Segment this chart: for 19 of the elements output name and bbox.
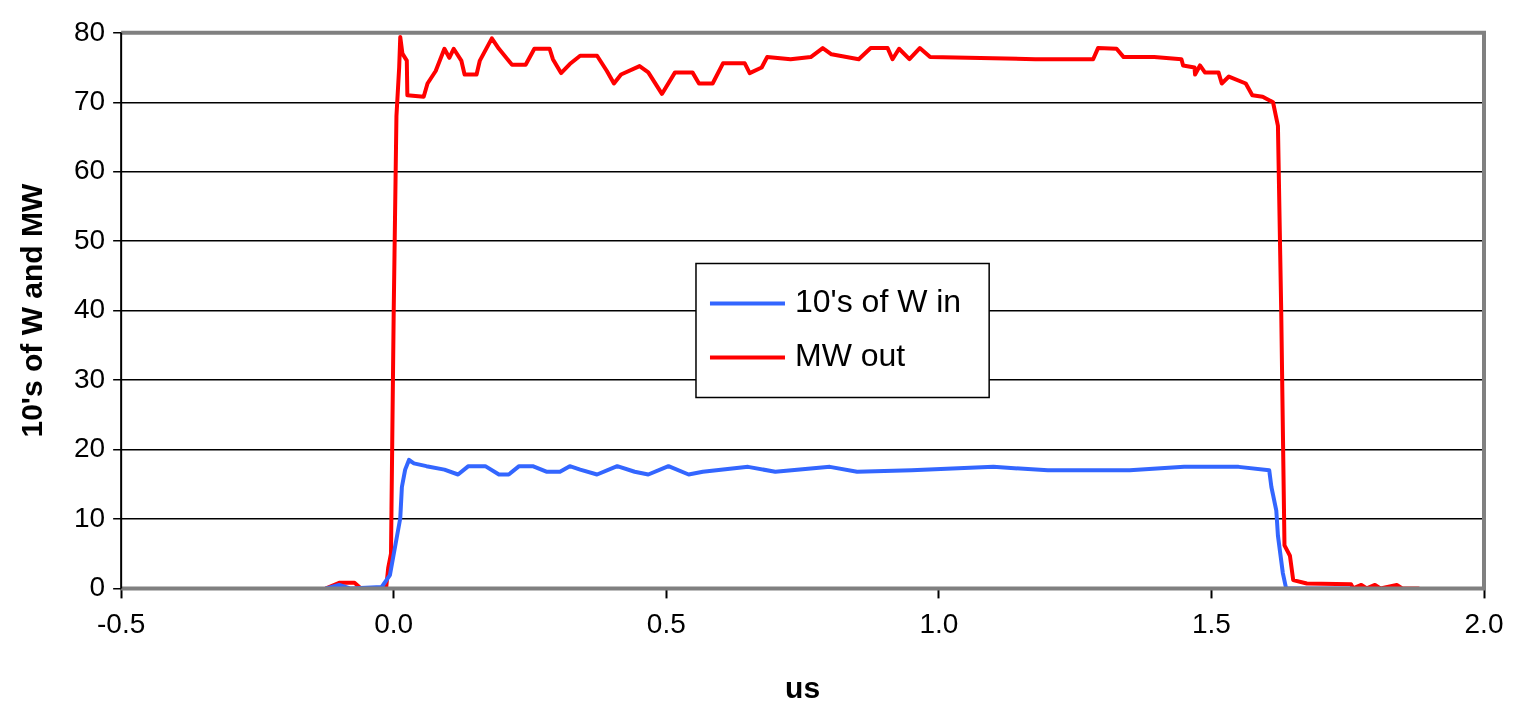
y-tick-label: 30 xyxy=(73,362,106,394)
x-tick-label: 1.0 xyxy=(919,607,959,639)
x-tick-label: -0.5 xyxy=(97,607,146,639)
y-tick-label: 0 xyxy=(89,571,106,603)
x-tick-label: 0.0 xyxy=(374,607,414,639)
y-tick-label: 40 xyxy=(73,293,106,325)
y-tick-label: 60 xyxy=(73,154,106,186)
y-tick-label: 50 xyxy=(73,223,106,255)
y-tick-label: 10 xyxy=(73,501,106,533)
y-axis-title: 10's of W and MW xyxy=(15,183,49,438)
legend-label: 10's of W in xyxy=(794,283,962,320)
y-tick-label: 20 xyxy=(73,432,106,464)
y-tick-label: 80 xyxy=(73,15,106,47)
x-tick-label: 1.5 xyxy=(1191,607,1231,639)
x-tick-label: 2.0 xyxy=(1464,607,1504,639)
x-axis-title: us xyxy=(785,671,821,705)
legend-label: MW out xyxy=(794,337,906,374)
x-tick-label: 0.5 xyxy=(646,607,686,639)
y-tick-label: 70 xyxy=(73,84,106,116)
